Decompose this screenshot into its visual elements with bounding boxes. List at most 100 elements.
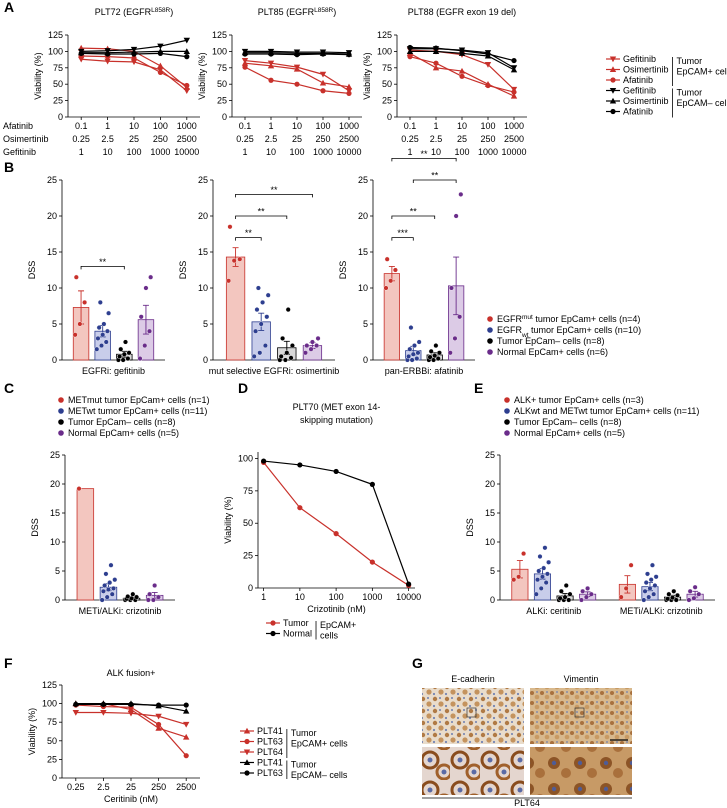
legend-label: Tumor EpCam– cells (n=8) (514, 417, 621, 427)
data-point (120, 357, 126, 363)
y-tick-label: 10 (485, 537, 495, 547)
micrograph (422, 688, 524, 744)
data-point (111, 585, 117, 591)
legend-label: Afatinib (623, 75, 653, 85)
chart-title-part: PLT72 (EGFR (95, 7, 152, 17)
data-point (78, 56, 85, 63)
y-tick-label: 0 (55, 595, 60, 605)
y-axis-label: Viability (%) (197, 52, 207, 99)
data-point (432, 64, 440, 71)
data-point (155, 594, 161, 600)
chart-title-part: PLT88 (EGFR exon 19 del) (408, 7, 516, 17)
x-tick-label: 250 (480, 134, 495, 144)
y-tick-label: 100 (48, 46, 63, 56)
data-point (78, 50, 84, 56)
x-tick-label: 10000 (174, 147, 199, 157)
data-point (242, 64, 248, 70)
y-tick-label: 15 (485, 508, 495, 518)
y-axis-label: Viability (%) (362, 52, 372, 99)
data-point (435, 356, 441, 362)
y-tick-label: 0 (58, 112, 63, 122)
chart-title: skipping mutation) (300, 415, 373, 425)
legend-label: Normal EpCam+ cells (n=5) (68, 428, 179, 438)
zoom-box (466, 707, 477, 718)
legend-label: Tumor EpCam– cells (n=8) (497, 336, 604, 346)
data-point (320, 51, 326, 57)
micrograph (530, 688, 632, 744)
y-tick-label: 0 (52, 355, 57, 365)
y-tick-label: 25 (382, 96, 392, 106)
data-point (143, 285, 149, 291)
y-tick-label: 25 (358, 175, 368, 185)
legend-marker (504, 419, 510, 425)
data-point (416, 339, 422, 345)
data-point (319, 71, 327, 78)
data-point (686, 597, 692, 603)
y-tick-label: 0 (203, 355, 208, 365)
legend-marker (58, 419, 64, 425)
data-point (320, 88, 326, 94)
legend-label: Tumor EpCam– cells (n=8) (68, 417, 175, 427)
data-point (265, 292, 271, 298)
data-point (432, 353, 438, 359)
data-point (152, 583, 158, 589)
legend-label: Gefitinib (623, 54, 656, 64)
legend-marker (504, 397, 510, 403)
data-point (432, 48, 440, 54)
data-point (104, 594, 110, 600)
panel-letter: E (474, 380, 483, 396)
x-tick-label: 2500 (339, 134, 359, 144)
legend-label: PLT41 (257, 758, 283, 768)
panel-letter: G (412, 655, 423, 671)
x-tick-label: EGFRi: gefitinib (82, 366, 145, 376)
y-axis-label: DSS (178, 261, 188, 280)
y-tick-label: 15 (358, 247, 368, 257)
data-point (406, 48, 414, 54)
x-tick-label: 2500 (504, 134, 524, 144)
series-line (263, 460, 410, 585)
data-point (447, 350, 453, 356)
data-point (407, 346, 413, 352)
error-bar (142, 304, 149, 335)
x-tick-label: 10 (103, 147, 113, 157)
data-point (670, 595, 676, 601)
legend-label: METmut tumor EpCam+ cells (n=1) (68, 395, 210, 405)
data-point (673, 597, 679, 603)
data-point (131, 55, 137, 61)
legend-label: Afatinib (623, 107, 653, 117)
legend-group-label: Tumor (677, 56, 703, 66)
data-point (541, 565, 547, 571)
legend-marker (58, 397, 64, 403)
x-tick-label: 100 (329, 592, 344, 602)
data-point (134, 594, 140, 600)
x-tick-label: 2500 (177, 134, 197, 144)
data-point (433, 45, 439, 51)
data-point (148, 274, 154, 280)
data-point (345, 83, 353, 90)
x-tick-label: 10 (292, 121, 302, 131)
data-point (100, 332, 106, 338)
y-tick-label: 25 (53, 96, 63, 106)
data-point (578, 597, 584, 603)
y-tick-label: 25 (47, 754, 57, 764)
y-tick-label: 25 (243, 551, 253, 561)
data-point (99, 343, 105, 349)
data-point (254, 307, 260, 313)
data-point (459, 48, 465, 54)
data-point (288, 355, 294, 361)
x-tick-label: 100 (315, 121, 330, 131)
legend-marker (609, 87, 617, 94)
legend-marker (504, 430, 510, 436)
legend-marker (270, 620, 276, 626)
data-point (121, 351, 127, 357)
x-tick-label: 25 (457, 134, 467, 144)
error-bar (232, 247, 239, 267)
data-point (100, 588, 106, 594)
legend-marker (487, 316, 493, 322)
chart-title-part: ) (170, 7, 173, 17)
data-point (284, 350, 290, 356)
data-point (146, 328, 152, 334)
data-point (241, 60, 249, 66)
y-tick-label: 5 (490, 566, 495, 576)
